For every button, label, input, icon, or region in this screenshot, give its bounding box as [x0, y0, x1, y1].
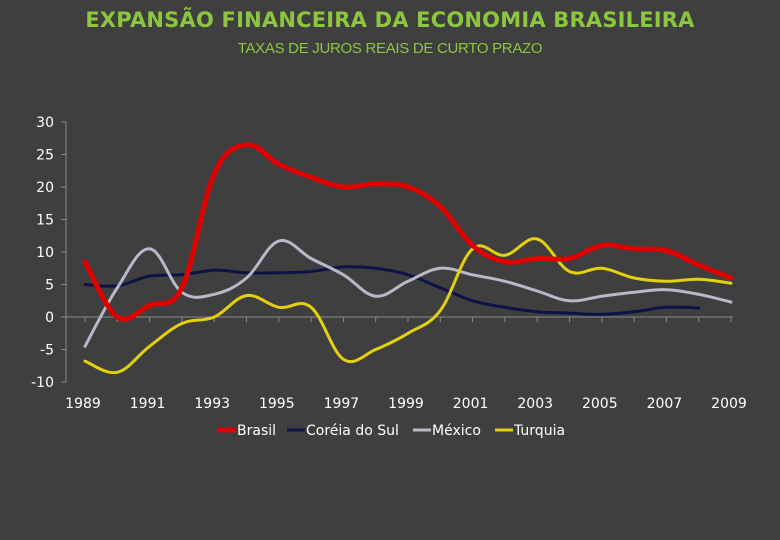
x-tick-label-3: 1995 [259, 396, 295, 412]
y-tick-label-4: 10 [36, 245, 54, 261]
series-line-turquia [83, 237, 733, 375]
series-line-brasil [82, 142, 734, 322]
legend-label-brasil: Brasil [237, 423, 276, 439]
y-tick-label-7: -5 [40, 343, 54, 359]
y-tick-label-2: 20 [36, 180, 54, 196]
chart-title: EXPANSÃO FINANCEIRA DA ECONOMIA BRASILEI… [85, 8, 695, 32]
y-tick-label-5: 5 [45, 278, 54, 294]
y-tick-label-8: -10 [31, 375, 54, 391]
x-tick-label-5: 1999 [388, 396, 424, 412]
legend: Brasil Coréia do Sul México Turquia [218, 423, 565, 439]
legend-label-mexico: México [432, 423, 481, 439]
series-lines [82, 142, 734, 375]
legend-label-turquia: Turquia [513, 423, 565, 439]
y-tick-label-3: 15 [36, 213, 54, 229]
y-tick-label-6: 0 [45, 310, 54, 326]
x-tick-label-9: 2007 [647, 396, 683, 412]
x-tick-label-10: 2009 [711, 396, 747, 412]
x-tick-label-6: 2001 [453, 396, 489, 412]
legend-label-coreia-do-sul: Coréia do Sul [306, 423, 399, 439]
series-line-mexico [83, 238, 733, 348]
x-tick-label-8: 2005 [582, 396, 618, 412]
y-tick-label-1: 25 [36, 148, 54, 164]
chart-subtitle: TAXAS DE JUROS REAIS DE CURTO PRAZO [237, 40, 543, 57]
axes: 30 25 20 15 10 5 0 -5 -10 1989 1991 1993 1995 1997 199… [31, 115, 747, 412]
x-tick-label-7: 2003 [517, 396, 553, 412]
x-tick-label-4: 1997 [324, 396, 360, 412]
x-tick-label-1: 1991 [130, 396, 166, 412]
x-tick-label-2: 1993 [194, 396, 230, 412]
y-tick-label-0: 30 [36, 115, 54, 131]
x-tick-label-0: 1989 [65, 396, 101, 412]
